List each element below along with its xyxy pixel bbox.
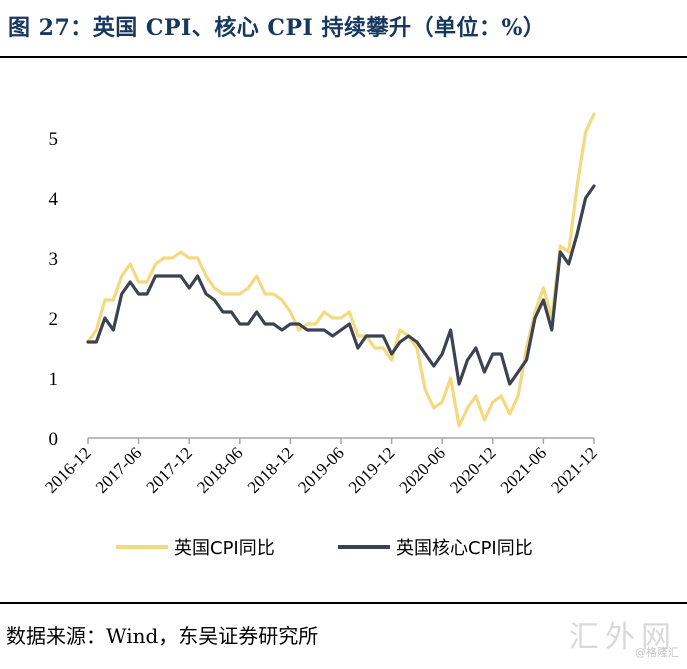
series-layer	[86, 112, 596, 428]
x-tick-label: 2016-12	[41, 443, 95, 497]
line-chart: 0 1 2 3 4 5 2016-122017-062017-122018-062018-…	[41, 112, 601, 559]
x-tick-label: 2019-12	[345, 443, 399, 497]
legend-label-0: 英国CPI同比	[174, 538, 275, 559]
x-tick-label: 2018-12	[244, 443, 298, 497]
watermark-sub: @格隆汇	[635, 646, 679, 659]
y-tick-label: 4	[49, 189, 59, 210]
series-line-0	[86, 112, 596, 428]
y-tick-label: 5	[49, 129, 59, 150]
y-tick-label: 3	[49, 249, 59, 270]
x-tick-label: 2017-12	[143, 443, 197, 497]
x-tick-label: 2020-12	[446, 443, 500, 497]
y-tick-label: 0	[49, 429, 59, 450]
x-axis: 2016-122017-062017-122018-062018-122019-…	[41, 437, 601, 497]
x-tick-label: 2017-06	[92, 443, 146, 497]
series-line-1	[86, 184, 596, 386]
source-note: 数据来源：Wind，东吴证券研究所	[6, 624, 319, 648]
x-tick-label: 2021-06	[497, 443, 551, 497]
x-tick-label: 2021-12	[547, 443, 601, 497]
legend: 英国CPI同比 英国核心CPI同比	[116, 538, 533, 559]
figure-title: 图 27：英国 CPI、核心 CPI 持续攀升（单位：%）	[8, 15, 546, 41]
top-divider	[0, 56, 687, 58]
x-tick-label: 2020-06	[396, 443, 450, 497]
x-tick-label: 2019-06	[294, 443, 348, 497]
y-tick-label: 2	[49, 309, 59, 330]
legend-label-1: 英国核心CPI同比	[396, 538, 533, 559]
bottom-divider	[0, 602, 687, 604]
watermark: 汇外网	[569, 620, 677, 655]
y-tick-label: 1	[49, 369, 59, 390]
y-axis: 0 1 2 3 4 5	[49, 129, 59, 450]
x-tick-label: 2018-06	[193, 443, 247, 497]
